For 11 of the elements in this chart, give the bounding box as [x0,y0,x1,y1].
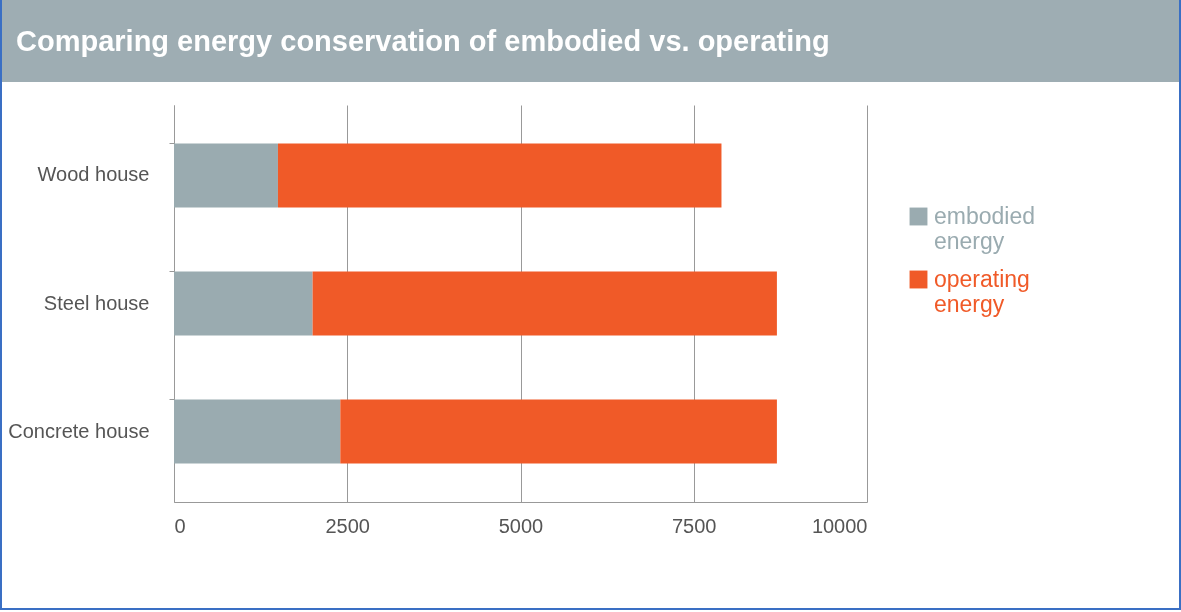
y-tick-label: Concrete house [8,419,150,442]
x-tick-label: 7500 [672,514,717,537]
y-tick-label: Wood house [37,163,150,186]
x-tick-label: 0 [174,514,186,537]
y-tick-label: Steel house [43,291,150,314]
chart-title: Comparing energy conservation of embodied vs. operating [2,0,1179,82]
x-tick-label: 2500 [325,514,370,537]
x-tick-label: 5000 [498,514,544,537]
legend-label: embodied energy [934,202,1036,254]
x-tick-label: 10000 [811,514,868,537]
legend-label: operating energy [934,265,1030,317]
